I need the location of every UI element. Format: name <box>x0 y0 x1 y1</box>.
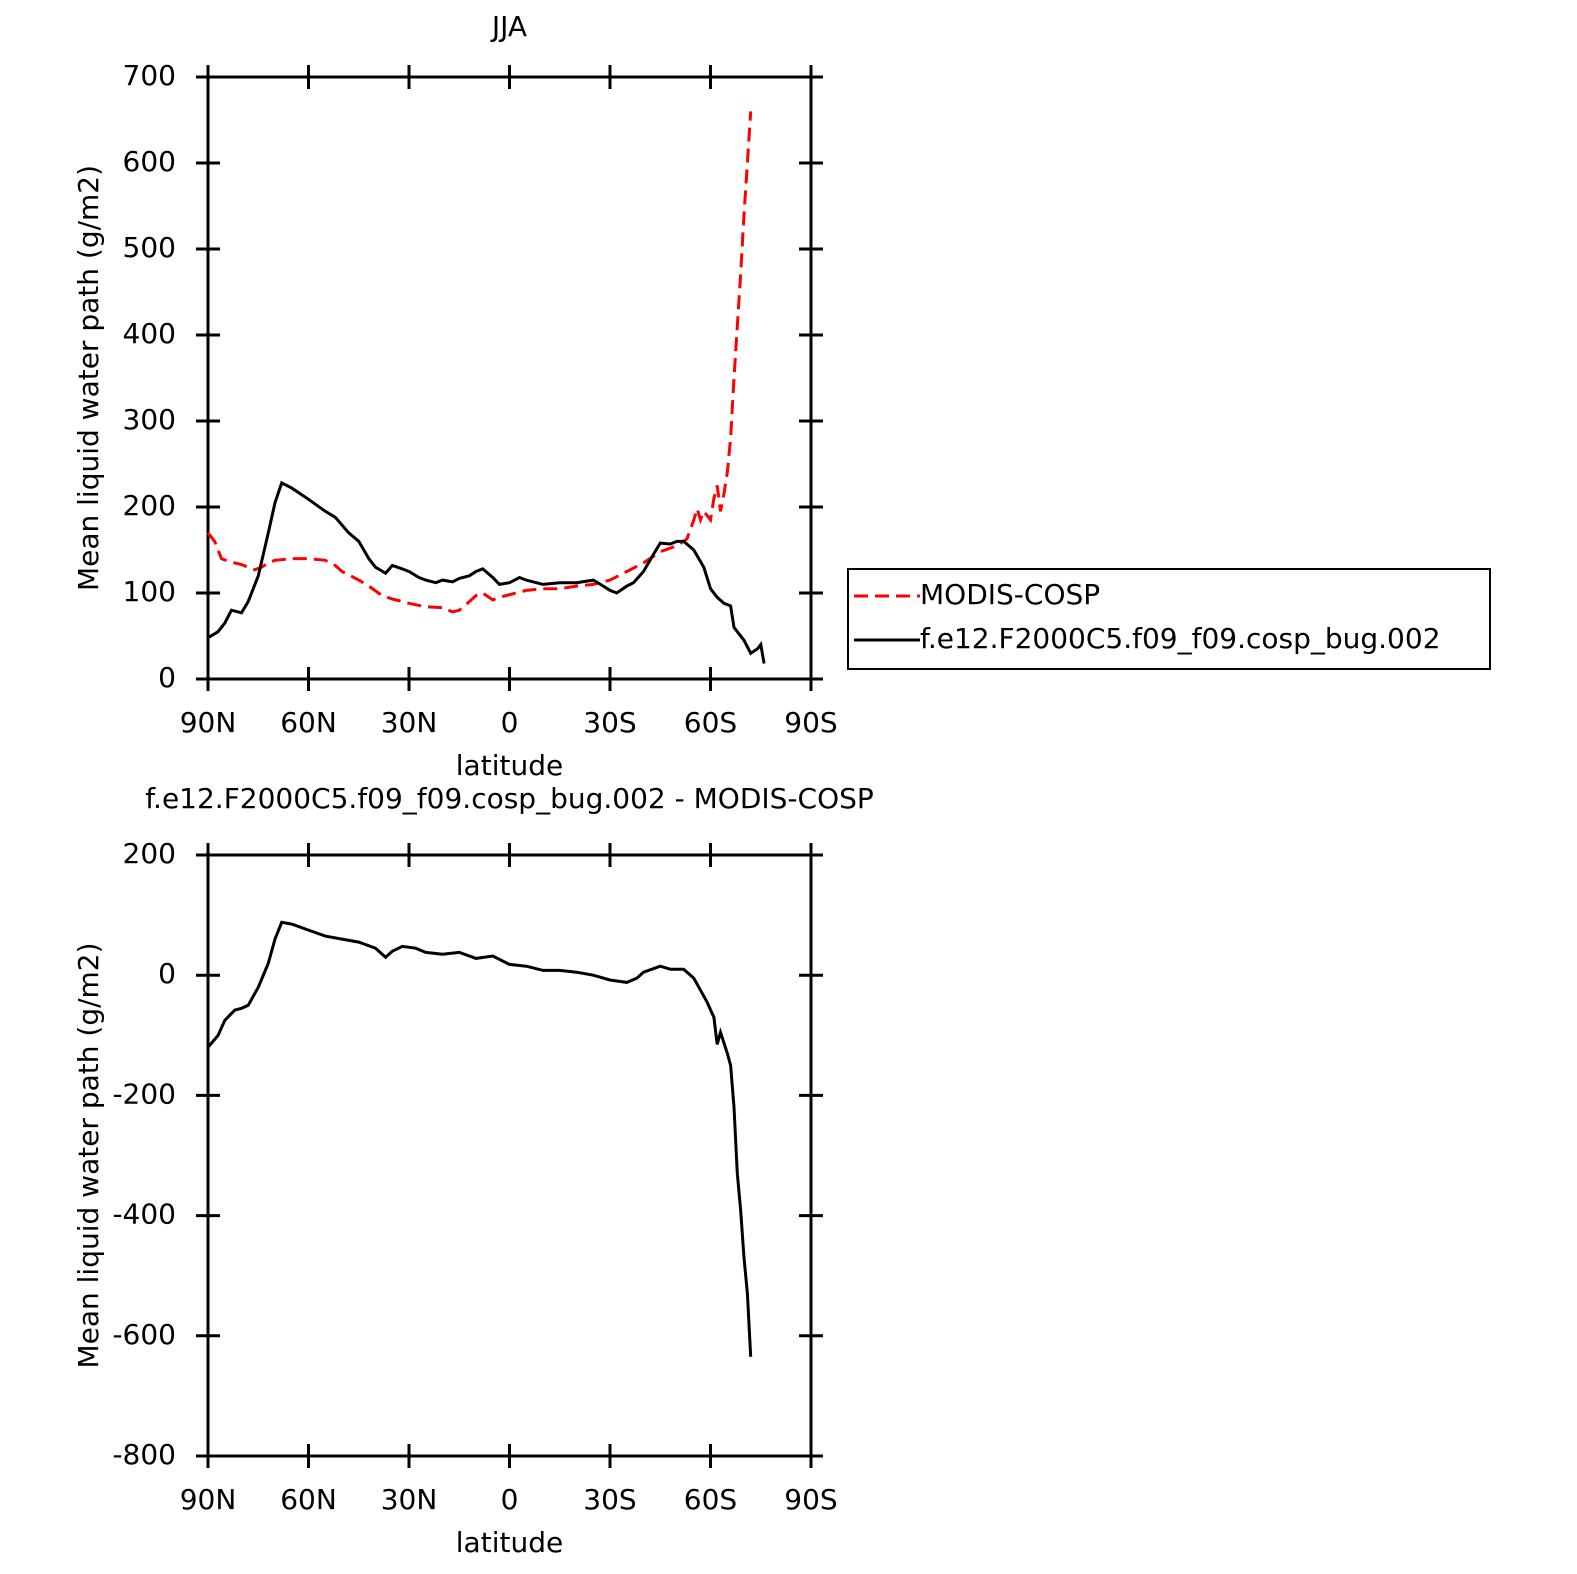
y-axis-label: Mean liquid water path (g/m2) <box>72 165 105 591</box>
x-tick-label: 30N <box>381 706 438 739</box>
x-tick-label: 30N <box>381 1483 438 1516</box>
y-tick-label: 200 <box>123 837 176 870</box>
y-tick-label: 100 <box>123 575 176 608</box>
x-tick-label: 90N <box>180 706 237 739</box>
y-tick-label: -200 <box>112 1077 176 1110</box>
x-tick-label: 90S <box>784 1483 837 1516</box>
x-tick-label: 90N <box>180 1483 237 1516</box>
x-tick-label: 60N <box>280 1483 337 1516</box>
x-tick-label: 30S <box>583 706 636 739</box>
legend-label: f.e12.F2000C5.f09_f09.cosp_bug.002 <box>920 622 1441 655</box>
plot-frame <box>206 853 813 1458</box>
x-tick-label: 60N <box>280 706 337 739</box>
chart-title: JJA <box>490 10 527 43</box>
y-tick-label: -600 <box>112 1318 176 1351</box>
y-tick-label: -400 <box>112 1198 176 1231</box>
data-line <box>206 920 753 1357</box>
data-line <box>207 480 766 664</box>
y-tick-label: 700 <box>123 59 176 92</box>
x-tick-label: 0 <box>501 706 519 739</box>
x-tick-label: 60S <box>684 1483 737 1516</box>
data-line <box>206 111 753 614</box>
x-axis-label: latitude <box>456 749 563 782</box>
y-tick-label: 300 <box>123 403 176 436</box>
legend-box <box>847 568 1491 670</box>
x-tick-label: 30S <box>583 1483 636 1516</box>
x-tick-label: 0 <box>501 1483 519 1516</box>
y-tick-label: 0 <box>158 957 176 990</box>
y-tick-label: -800 <box>112 1438 176 1471</box>
x-tick-label: 90S <box>784 706 837 739</box>
y-tick-label: 500 <box>123 231 176 264</box>
x-tick-label: 60S <box>684 706 737 739</box>
y-tick-label: 0 <box>158 661 176 694</box>
y-tick-label: 600 <box>123 145 176 178</box>
y-tick-label: 200 <box>123 489 176 522</box>
y-axis-label: Mean liquid water path (g/m2) <box>72 942 105 1368</box>
plot-frame <box>206 75 813 681</box>
chart-title: f.e12.F2000C5.f09_f09.cosp_bug.002 - MOD… <box>145 782 874 815</box>
x-axis-label: latitude <box>456 1526 563 1559</box>
y-tick-label: 400 <box>123 317 176 350</box>
legend-label: MODIS-COSP <box>920 578 1100 611</box>
